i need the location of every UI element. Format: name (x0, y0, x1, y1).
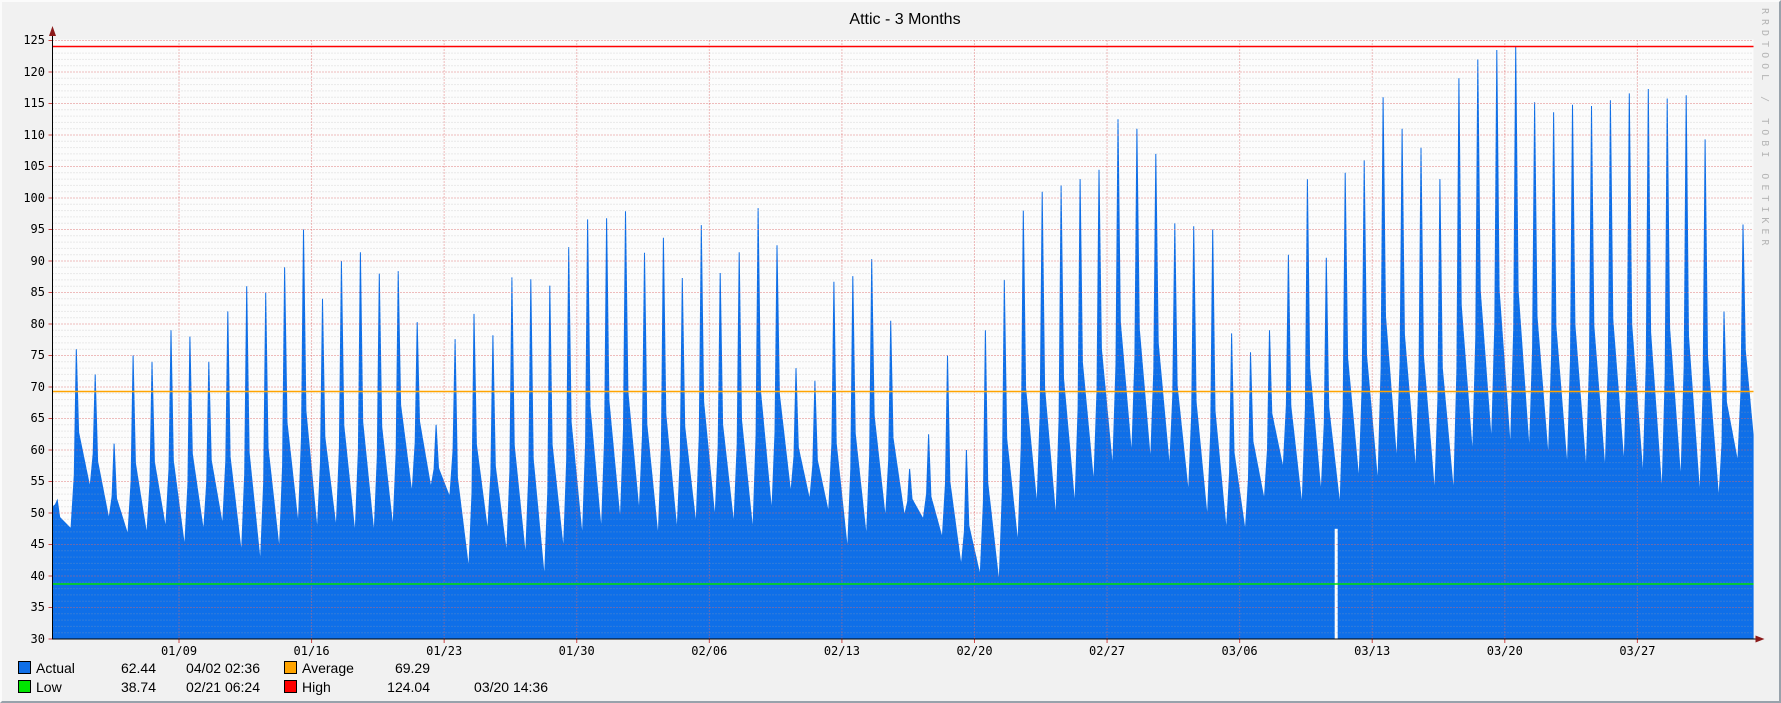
high-swatch-icon (284, 680, 297, 693)
high-value: 124.04 (387, 678, 430, 695)
y-tick-label: 120 (23, 64, 45, 79)
y-tick-label: 80 (30, 316, 45, 331)
x-tick-label: 02/27 (1089, 644, 1126, 658)
average-label: Average (302, 659, 354, 676)
y-tick-label: 35 (30, 600, 45, 614)
x-axis-arrow-icon (1755, 635, 1765, 643)
y-tick-label: 55 (30, 474, 45, 488)
actual-series-area (52, 46, 1754, 640)
y-tick-label: 50 (30, 505, 45, 520)
y-axis-arrow-icon (49, 26, 56, 36)
x-tick-label: 03/13 (1354, 644, 1391, 658)
x-tick-label: 01/09 (160, 644, 198, 658)
y-tick-label: 105 (23, 159, 45, 173)
y-tick-label: 95 (30, 222, 45, 236)
legend-row-1: Actual 62.44 04/02 02:36 Average 69.29 (18, 658, 548, 677)
legend-row-2: Low 38.74 02/21 06:24 High 124.04 03/20 … (18, 677, 548, 696)
x-tick-label: 03/20 (1486, 644, 1523, 658)
low-swatch-icon (18, 680, 31, 693)
y-tick-label: 30 (30, 631, 45, 646)
x-tick-label: 02/13 (823, 644, 860, 658)
x-tick-label: 01/16 (293, 644, 330, 658)
y-tick-label: 85 (30, 285, 45, 299)
x-tick-label: 02/20 (956, 644, 993, 658)
x-tick-label: 01/23 (426, 644, 463, 658)
average-value: 69.29 (394, 659, 430, 676)
actual-label: Actual (36, 659, 75, 676)
actual-time: 04/02 02:36 (186, 659, 260, 676)
y-tick-label: 90 (30, 253, 45, 268)
legend: Actual 62.44 04/02 02:36 Average 69.29 L… (18, 658, 548, 696)
low-time: 02/21 06:24 (186, 678, 260, 695)
y-tick-label: 110 (23, 127, 45, 142)
y-tick-label: 75 (30, 348, 45, 362)
y-tick-label: 45 (30, 537, 45, 551)
high-time: 03/20 14:36 (474, 678, 548, 695)
x-tick-label: 03/06 (1221, 644, 1258, 658)
low-value: 38.74 (120, 678, 156, 695)
y-tick-label: 60 (30, 442, 45, 457)
x-tick-label: 01/30 (558, 644, 595, 658)
y-tick-label: 70 (30, 379, 45, 394)
y-tick-label: 65 (30, 411, 45, 425)
high-label: High (302, 678, 331, 695)
chart-title: Attic - 3 Months (849, 11, 961, 28)
y-tick-label: 125 (23, 33, 45, 47)
y-tick-label: 115 (23, 96, 45, 110)
average-swatch-icon (284, 661, 297, 674)
rrdtool-watermark: RRDTOOL / TOBI OETIKER (1759, 8, 1770, 251)
actual-swatch-icon (18, 661, 31, 674)
low-label: Low (36, 678, 62, 695)
y-tick-label: 100 (23, 190, 45, 205)
x-tick-label: 02/06 (691, 644, 728, 658)
y-tick-label: 40 (30, 568, 45, 583)
x-tick-label: 03/27 (1619, 644, 1656, 658)
actual-value: 62.44 (120, 659, 156, 676)
